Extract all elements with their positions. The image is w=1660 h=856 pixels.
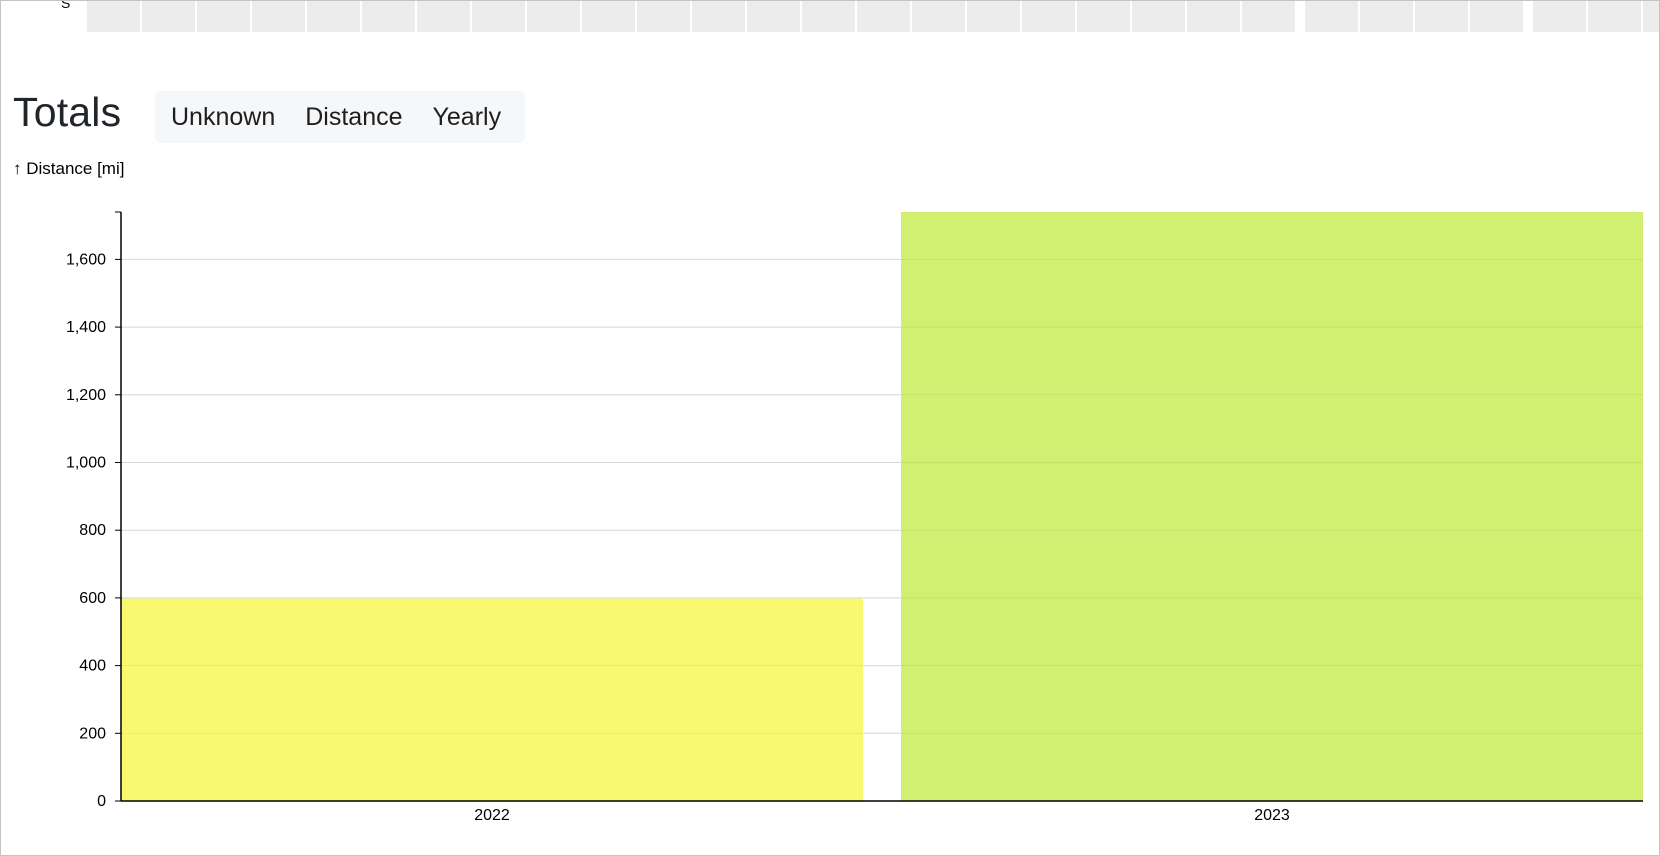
x-tick-label: 2023 (1254, 807, 1290, 824)
calendar-cell[interactable] (1533, 1, 1586, 32)
y-tick-label: 1,000 (66, 454, 106, 471)
calendar-cell[interactable] (747, 1, 800, 32)
calendar-day-label: S (61, 0, 71, 11)
calendar-cell[interactable] (1305, 1, 1358, 32)
filter-bar: Unknown Distance Yearly (155, 91, 525, 143)
calendar-cell[interactable] (1360, 1, 1413, 32)
y-tick-label: 1,600 (66, 251, 106, 268)
calendar-cell[interactable] (582, 1, 635, 32)
y-tick-label: 200 (79, 725, 106, 742)
y-tick-label: 1,200 (66, 387, 106, 404)
calendar-cell[interactable] (912, 1, 965, 32)
calendar-cell[interactable] (1242, 1, 1295, 32)
x-tick-label: 2022 (474, 807, 510, 824)
calendar-cell[interactable] (857, 1, 910, 32)
filter-metric[interactable]: Distance (305, 102, 403, 131)
calendar-cell[interactable] (1077, 1, 1130, 32)
bar-2023[interactable] (901, 212, 1643, 801)
calendar-cell[interactable] (637, 1, 690, 32)
y-axis-title: ↑ Distance [mi] (13, 159, 125, 178)
calendar-cell[interactable] (692, 1, 745, 32)
y-tick-label: 600 (79, 590, 106, 607)
calendar-cell[interactable] (197, 1, 250, 32)
calendar-cell[interactable] (967, 1, 1020, 32)
calendar-cell[interactable] (527, 1, 580, 32)
calendar-cell[interactable] (1132, 1, 1185, 32)
calendar-cell[interactable] (802, 1, 855, 32)
calendar-cell[interactable] (1643, 1, 1659, 32)
calendar-cell[interactable] (1415, 1, 1468, 32)
filter-activity-type[interactable]: Unknown (171, 102, 276, 131)
page-title: Totals (13, 89, 122, 135)
filter-period[interactable]: Yearly (432, 102, 502, 131)
calendar-cell[interactable] (142, 1, 195, 32)
y-tick-label: 1,400 (66, 319, 106, 336)
calendar-cell[interactable] (307, 1, 360, 32)
bar-2022[interactable] (121, 598, 863, 801)
calendar-strip: S (1, 0, 1659, 33)
calendar-cell[interactable] (1470, 1, 1523, 32)
y-tick-label: 800 (79, 522, 106, 539)
calendar-cell[interactable] (1022, 1, 1075, 32)
calendar-cell[interactable] (1187, 1, 1240, 32)
calendar-cell[interactable] (472, 1, 525, 32)
y-tick-label: 400 (79, 658, 106, 675)
calendar-cell[interactable] (362, 1, 415, 32)
calendar-cell[interactable] (417, 1, 470, 32)
calendar-cell[interactable] (1588, 1, 1641, 32)
calendar-cell[interactable] (87, 1, 140, 32)
y-tick-label: 0 (97, 793, 106, 810)
calendar-cell[interactable] (252, 1, 305, 32)
